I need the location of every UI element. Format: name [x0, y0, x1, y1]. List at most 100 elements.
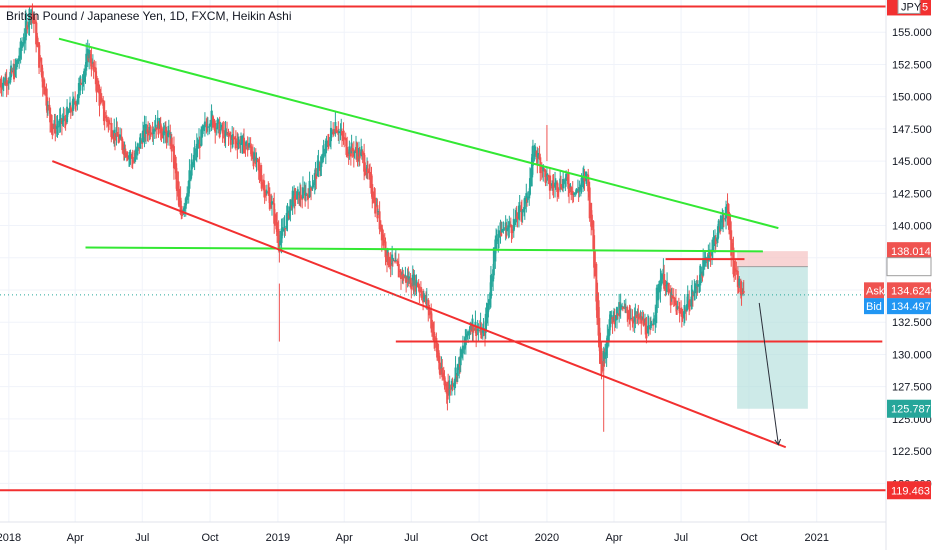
- candle-body: [10, 71, 13, 73]
- entry-price-tag: 136.809: [891, 262, 931, 274]
- drawing-lines[interactable]: [0, 5, 886, 492]
- horizontal-green-line[interactable]: [85, 246, 763, 253]
- candle-body: [179, 197, 182, 214]
- stop-loss-zone[interactable]: [737, 251, 808, 267]
- candle-body: [399, 271, 402, 280]
- candle-body: [255, 157, 258, 161]
- candle-body: [136, 143, 139, 151]
- candle-body: [203, 121, 206, 128]
- time-tick-label: Oct: [202, 532, 219, 544]
- candle-body: [459, 348, 462, 366]
- short-position-zones[interactable]: [737, 251, 808, 409]
- candle-body: [557, 189, 560, 191]
- candle-body: [141, 130, 144, 143]
- candle-body: [485, 311, 488, 324]
- candle-body: [64, 119, 67, 126]
- candle-body: [487, 299, 490, 311]
- candle-body: [118, 138, 121, 140]
- candle-body: [214, 123, 217, 133]
- candle-body: [133, 157, 136, 162]
- candle-body: [480, 327, 483, 339]
- time-axis[interactable]: 2018 Apr Jul Oct 2019 Apr Jul Oct 2020 Apr Jul Oct 2…: [0, 521, 886, 544]
- candle-body: [568, 183, 571, 194]
- ask-price-tag-value-bg: [887, 282, 931, 299]
- candle-body: [312, 182, 315, 188]
- candles-layer: [0, 3, 745, 432]
- candle-body: [616, 313, 619, 316]
- candle-body: [578, 187, 581, 192]
- candle-body: [425, 299, 428, 301]
- candle-body: [663, 273, 666, 289]
- candle-body: [57, 126, 60, 128]
- candle-body: [15, 64, 18, 70]
- candle-body: [237, 139, 240, 144]
- candle-body: [284, 228, 287, 230]
- candle-body: [402, 277, 405, 279]
- candle-body: [709, 253, 712, 257]
- candle-body: [565, 173, 568, 181]
- ask-price-tag-label: Ask: [866, 285, 885, 297]
- currency-badge-bg[interactable]: [897, 0, 921, 14]
- candle-body: [356, 151, 359, 162]
- candle-body: [508, 221, 511, 228]
- candle-body: [90, 58, 93, 70]
- candle-body: [224, 128, 227, 137]
- candle-body: [247, 146, 250, 148]
- candle-body: [727, 211, 730, 230]
- candle-body: [451, 385, 454, 388]
- lower-red-trendline[interactable]: [51, 160, 787, 449]
- candle-body: [21, 42, 24, 48]
- candle-body: [351, 147, 354, 152]
- candle-body: [621, 306, 624, 310]
- candle-body: [234, 138, 237, 145]
- candle-body: [716, 226, 719, 240]
- take-profit-zone[interactable]: [737, 266, 808, 409]
- candle-body: [77, 83, 80, 99]
- projection-arrow-shaft[interactable]: [758, 302, 779, 445]
- currency-badge[interactable]: JPY: [901, 1, 922, 13]
- upper-green-trendline[interactable]: [58, 37, 779, 230]
- candle-body: [562, 183, 565, 185]
- candle-body: [467, 331, 470, 336]
- candle-body: [219, 129, 222, 131]
- candle-body: [290, 205, 293, 208]
- candle-body: [270, 201, 273, 205]
- candle-body: [410, 282, 413, 290]
- candle-body: [335, 129, 338, 133]
- candle-body: [537, 152, 540, 158]
- candle-body: [397, 264, 400, 278]
- candle-body: [7, 81, 10, 84]
- candle-body: [144, 124, 147, 134]
- candle-body: [420, 290, 423, 299]
- candle-body: [278, 238, 281, 253]
- candle-body: [23, 37, 26, 44]
- candle-body: [97, 85, 100, 93]
- candle-body: [531, 145, 534, 166]
- candle-body: [212, 116, 215, 128]
- candle-body: [608, 319, 611, 336]
- candle-body: [526, 196, 529, 201]
- bid-price-tag-label-bg: [864, 298, 884, 315]
- candle-body: [727, 208, 730, 216]
- candle-body: [531, 153, 534, 178]
- candle-body: [415, 280, 418, 286]
- candle-body: [549, 183, 552, 189]
- candle-body: [740, 288, 743, 295]
- candle-body: [470, 329, 473, 332]
- time-tick-label: Jul: [135, 532, 149, 544]
- candle-body: [638, 316, 641, 318]
- candle-body: [573, 192, 576, 195]
- candle-body: [574, 192, 577, 194]
- candle-body: [611, 317, 614, 324]
- candle-body: [688, 305, 691, 307]
- candle-body: [590, 214, 593, 228]
- candle-body: [43, 79, 46, 95]
- candle-body: [477, 329, 480, 331]
- candle-body: [339, 132, 342, 134]
- candle-body: [28, 8, 31, 25]
- time-tick-label: Jul: [674, 532, 688, 544]
- candle-body: [371, 191, 374, 203]
- price-tags: 138.014 136.809 125.787 119.463 Ask 134.624 Bi…: [864, 0, 932, 500]
- candle-body: [74, 102, 77, 107]
